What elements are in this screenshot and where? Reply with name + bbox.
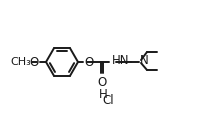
- Text: HN: HN: [112, 54, 130, 67]
- Text: O: O: [84, 55, 93, 68]
- Text: Cl: Cl: [102, 94, 114, 107]
- Text: O: O: [97, 76, 107, 89]
- Text: H: H: [99, 89, 107, 101]
- Text: CH₃: CH₃: [10, 57, 31, 67]
- Text: N: N: [140, 54, 149, 67]
- Text: O: O: [30, 55, 39, 68]
